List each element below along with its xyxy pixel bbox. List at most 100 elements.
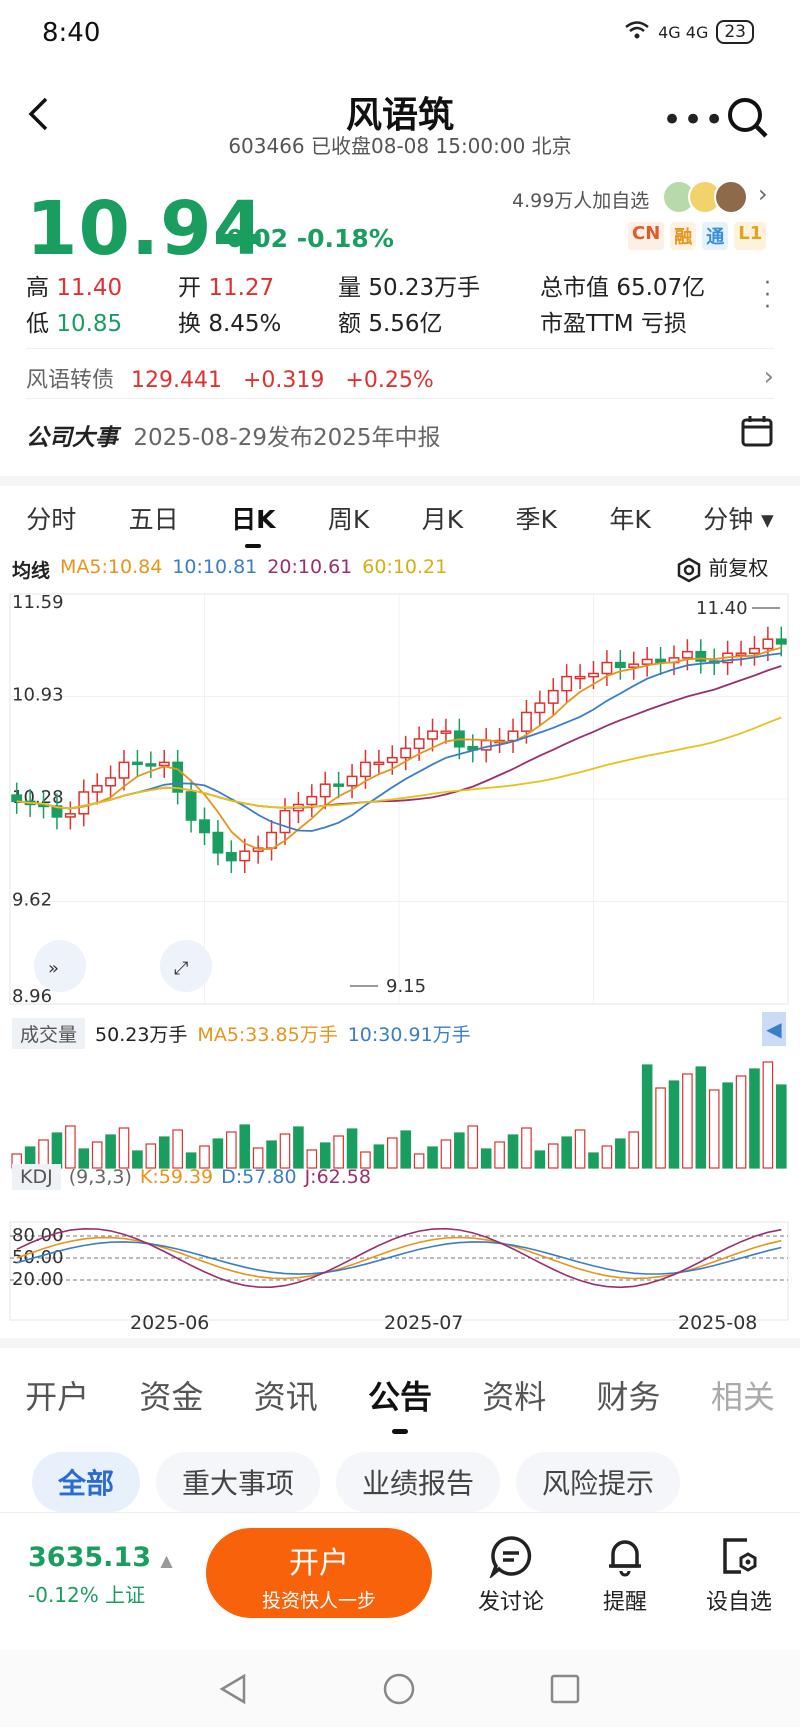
price-adjust-toggle[interactable]: 前复权 [676,552,768,583]
stock-badges: CN 融 通 L1 [628,222,767,250]
vertical-dots-icon[interactable]: · · · [764,271,771,320]
avatar [714,180,748,214]
kline-chart[interactable]: 11.5910.9310.289.628.9611.409.15»⤢59.37万… [0,582,800,1334]
nav-recents-icon[interactable] [548,1672,582,1706]
tab-five-day[interactable]: 五日 [128,505,179,534]
battery-icon: 23 [716,20,754,44]
candle-body [91,784,103,793]
candle-body [386,756,398,764]
volume-bar [588,1152,599,1169]
candle-body [145,763,157,767]
pe-value: 亏损 [640,311,687,337]
settings-hexagon-icon [677,557,701,582]
volume-bar [132,1150,143,1169]
volume-bar [279,1133,291,1169]
convertible-bond-row[interactable]: 风语转债 129.441 +0.319 +0.25% › [26,362,774,394]
filter-earnings[interactable]: 业绩报告 [336,1452,501,1512]
volume-bar [158,1136,170,1169]
followers-count[interactable]: 4.99万人加自选 [512,190,650,212]
tab-yearly-k[interactable]: 年K [609,505,651,534]
candle-body [440,730,452,734]
volume-bar [775,1084,787,1169]
candle-body [400,747,412,759]
volume-bar [480,1148,492,1169]
discuss-button[interactable]: 发讨论 [466,1534,556,1616]
candle-body [735,652,747,656]
candle-body [574,675,586,680]
add-watchlist-button[interactable]: 设自选 [694,1534,784,1616]
follower-avatars[interactable]: › [662,180,768,214]
tab-financials[interactable]: 财务 [596,1378,661,1416]
volume-bar [226,1131,237,1169]
discuss-label: 发讨论 [477,1590,544,1615]
candle-body [534,702,546,714]
search-icon[interactable] [726,96,770,144]
tab-intraday[interactable]: 分时 [26,505,77,534]
kdj-d-line [16,1241,782,1275]
nav-home-icon[interactable] [382,1672,416,1706]
candle-body [749,647,760,654]
index-ticker[interactable]: 3635.13 ▲ -0.12% 上证 [28,1542,173,1608]
bond-change: +0.319 [243,368,325,393]
more-icon[interactable]: ••• [662,100,726,140]
volume-bar [615,1138,626,1169]
volume-bar [386,1137,398,1169]
tab-related[interactable]: 相关 [710,1378,775,1416]
tab-open-account[interactable]: 开户 [25,1378,90,1416]
tab-minute[interactable]: 分钟 ▾ [703,505,774,534]
collapse-panel-icon[interactable]: ◀ [762,1012,786,1046]
volume-bar [749,1068,760,1169]
pe-label: 市盈TTM [540,311,634,337]
tab-weekly-k[interactable]: 周K [327,505,370,534]
company-event-row[interactable]: 公司大事 2025-08-29发布2025年中报 [26,416,774,452]
badge-margin: 融 [670,222,697,250]
tab-announcements[interactable]: 公告 [368,1372,432,1434]
bell-icon [609,1540,641,1577]
section-tabs: 开户 资金 资讯 公告 资料 财务 相关 [0,1372,800,1434]
tab-funds[interactable]: 资金 [139,1378,204,1416]
fullscreen-button [160,940,212,992]
section-gap [0,476,800,486]
filter-all[interactable]: 全部 [32,1452,141,1512]
adjust-label: 前复权 [708,556,769,580]
volume-bar [735,1075,747,1169]
filter-risk[interactable]: 风险提示 [516,1452,681,1512]
candle-body [681,650,693,659]
back-button[interactable] [26,96,50,140]
status-time: 8:40 [42,18,101,48]
open-account-button[interactable]: 开户 投资快人一步 [206,1528,432,1618]
volume-bar [78,1148,90,1169]
tab-monthly-k[interactable]: 月K [421,505,464,534]
candle-body [333,783,345,787]
calendar-icon[interactable] [740,414,774,454]
low-label: 低 [26,311,49,337]
volume-bar [199,1145,210,1169]
candle-body [561,675,573,692]
candle-body [601,661,613,675]
filter-major-events[interactable]: 重大事项 [156,1452,321,1512]
volume-bar [762,1061,774,1169]
y-tick-label: 9.62 [12,890,52,911]
mktcap-label: 总市值 [540,275,609,301]
candle-body [212,831,224,854]
bond-name: 风语转债 [26,368,115,393]
candle-body [266,831,278,849]
kdj-d: D:57.80 [221,1166,297,1188]
tab-profile[interactable]: 资料 [482,1378,547,1416]
tab-news[interactable]: 资讯 [253,1378,318,1416]
candle-body [373,761,385,766]
candle-body [775,638,787,645]
volume-legend: 成交量 50.23万手 MA5:33.85万手 10:30.91万手 [12,1018,471,1049]
nav-back-icon[interactable] [216,1672,250,1706]
candle-body [319,783,331,798]
x-tick-label: 2025-08 [678,1312,758,1334]
candle-body [172,761,184,793]
candle-body [78,791,90,815]
x-tick-label: 2025-06 [130,1312,210,1334]
volume-bar [682,1073,693,1169]
tab-quarterly-k[interactable]: 季K [515,505,557,534]
candle-body [547,689,559,704]
volume-bar [172,1129,183,1169]
tab-daily-k[interactable]: 日K [231,500,275,548]
alert-button[interactable]: 提醒 [580,1534,670,1616]
